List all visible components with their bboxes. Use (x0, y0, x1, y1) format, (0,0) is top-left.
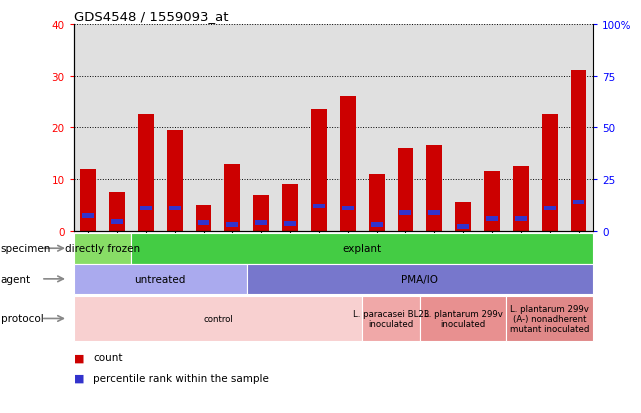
Bar (397, 149, 413, 231)
Bar (542, 115, 558, 231)
Text: L. plantarum 299v
inoculated: L. plantarum 299v inoculated (424, 309, 503, 328)
Bar (399, 210, 412, 215)
Bar (226, 223, 238, 228)
Text: ■: ■ (74, 352, 84, 362)
Bar (111, 220, 123, 224)
Bar (138, 115, 154, 231)
Bar (486, 216, 498, 221)
Text: untreated: untreated (135, 274, 186, 284)
Bar (284, 222, 296, 226)
Bar (196, 206, 212, 231)
Text: agent: agent (1, 274, 31, 284)
Bar (428, 210, 440, 215)
Bar (169, 206, 181, 211)
Bar (455, 203, 471, 231)
Text: L. paracasei BL23
inoculated: L. paracasei BL23 inoculated (353, 309, 429, 328)
Text: protocol: protocol (1, 314, 44, 324)
Bar (82, 214, 94, 218)
Bar (570, 71, 587, 231)
Bar (342, 206, 354, 211)
Bar (167, 131, 183, 231)
Text: L. plantarum 299v
(A-) nonadherent
mutant inoculated: L. plantarum 299v (A-) nonadherent mutan… (510, 304, 589, 334)
Bar (197, 221, 210, 225)
Text: GDS4548 / 1559093_at: GDS4548 / 1559093_at (74, 10, 228, 23)
Text: ■: ■ (74, 373, 84, 383)
Bar (515, 216, 527, 221)
Text: count: count (93, 352, 122, 362)
Text: PMA/IO: PMA/IO (401, 274, 438, 284)
Bar (484, 172, 500, 231)
Bar (282, 185, 298, 231)
Text: control: control (203, 314, 233, 323)
Bar (224, 164, 240, 231)
Bar (572, 200, 585, 205)
Bar (140, 206, 152, 211)
Text: percentile rank within the sample: percentile rank within the sample (93, 373, 269, 383)
Bar (109, 192, 125, 231)
Bar (340, 97, 356, 231)
Bar (426, 146, 442, 231)
Bar (369, 175, 385, 231)
Bar (544, 206, 556, 211)
Bar (255, 221, 267, 225)
Bar (311, 110, 327, 231)
Bar (370, 223, 383, 228)
Text: directly frozen: directly frozen (65, 244, 140, 254)
Bar (513, 167, 529, 231)
Text: explant: explant (342, 244, 382, 254)
Bar (313, 204, 325, 209)
Bar (457, 225, 469, 230)
Text: specimen: specimen (1, 244, 51, 254)
Bar (80, 169, 96, 231)
Bar (253, 195, 269, 231)
